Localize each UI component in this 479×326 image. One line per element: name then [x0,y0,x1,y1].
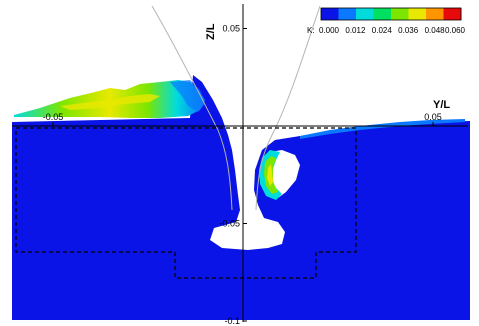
y-tick-label: 0.05 [222,24,240,34]
colorbar-segment [373,8,392,20]
colorbar-tick-label: 0.060 [445,26,466,35]
colorbar-variable-label: K: [307,26,315,35]
y-tick-label: -0.05 [219,219,240,229]
axes: -0.1-0.050.050.10.05-0.05-0.1Y/LZ/L [12,4,468,326]
dashed-outline [15,127,357,279]
colorbar-segment [391,8,409,20]
y-tick-label: -0.1 [224,316,240,326]
guide-curve-right [255,5,321,211]
spray-core [60,94,160,110]
x-tick-label: 0.05 [424,112,442,122]
colorbar-segment [321,8,339,20]
colorbar-segment [338,8,357,20]
colorbar-frame [320,7,462,21]
colorbar-tick-label: 0.024 [372,26,393,35]
water-region [12,75,470,320]
colorbar-tick-label: 0.048 [425,26,446,35]
colorbar-tick-label: 0.000 [319,26,340,35]
colorbar-tick-label: 0.012 [345,26,366,35]
guide-curve-left [151,5,233,211]
colorbar-tick-label: 0.036 [398,26,419,35]
colorbar-segment [443,8,462,20]
cavity-wall-peak [267,164,273,186]
colorbar-segment [426,8,444,20]
colorbar: K: 0.000 0.012 0.024 0.036 0.048 0.060 [307,7,466,35]
right-surface-edge [300,119,465,139]
x-tick-label: -0.05 [43,112,64,122]
x-axis-title: Y/L [433,99,450,111]
colorbar-segment [408,8,427,20]
colorbar-segment [356,8,374,20]
y-axis-title: Z/L [205,23,217,40]
spray-sheet [14,80,205,118]
